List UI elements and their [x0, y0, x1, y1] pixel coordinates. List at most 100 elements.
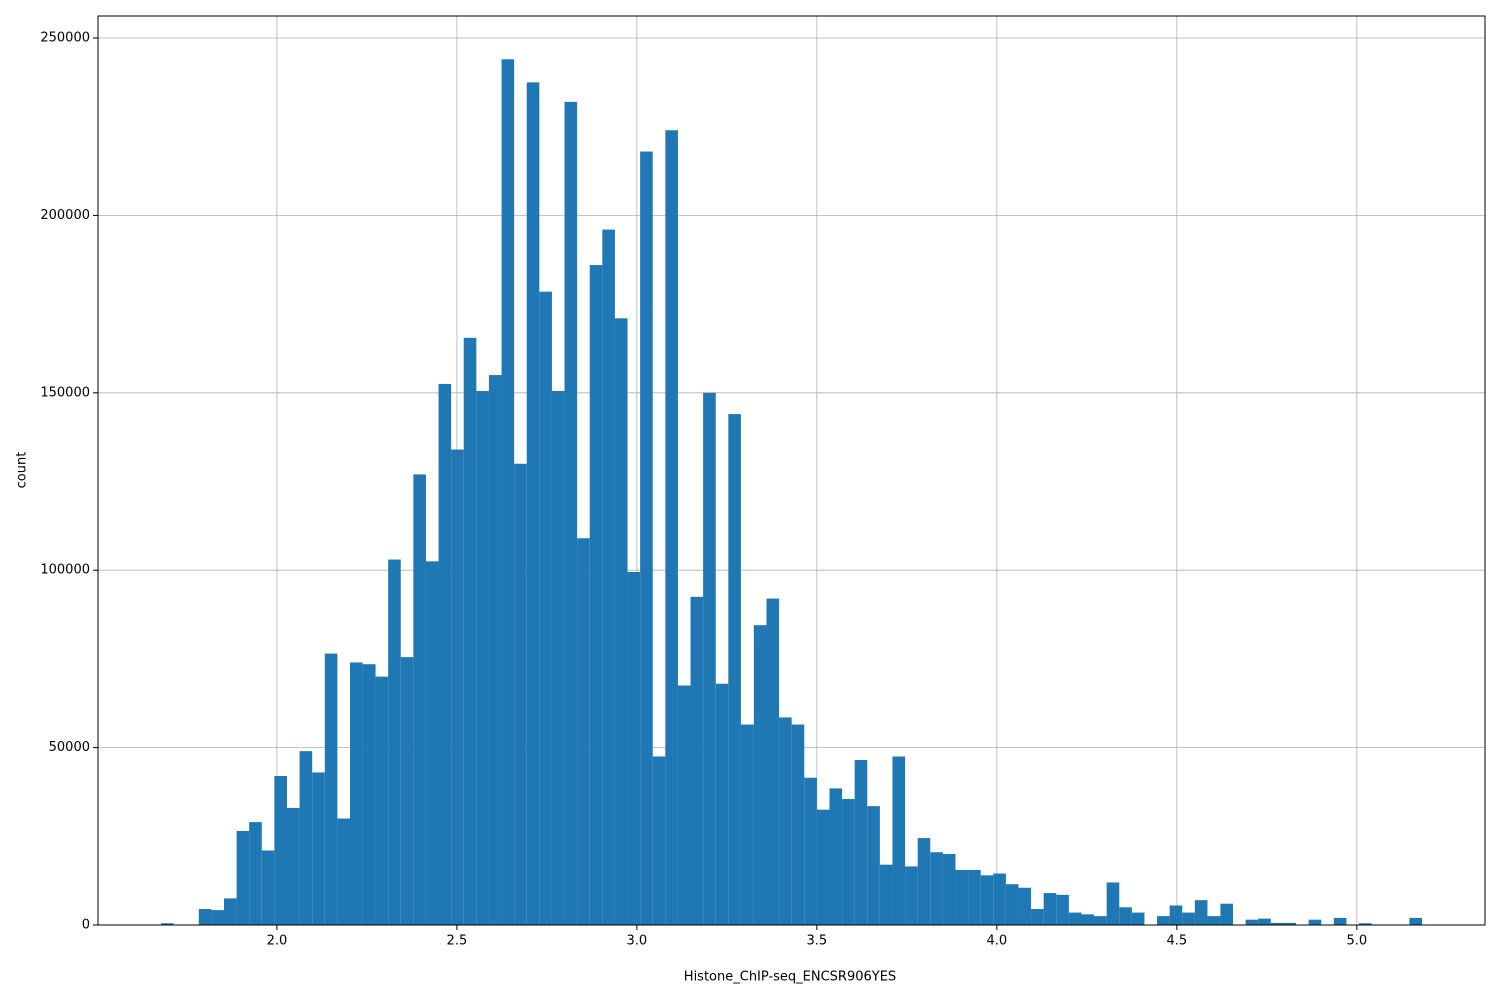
bar [324, 653, 338, 925]
bar [917, 838, 931, 925]
y-axis-label: count [15, 452, 30, 489]
bar [728, 414, 741, 925]
bar [1119, 907, 1132, 925]
bar [614, 318, 628, 925]
bar [488, 375, 502, 925]
bar [160, 923, 174, 925]
bar [425, 561, 439, 925]
bar [514, 463, 527, 925]
bar [526, 82, 540, 925]
bar [677, 685, 691, 925]
bar [1258, 918, 1271, 925]
bar [1270, 922, 1284, 925]
bar [892, 756, 906, 925]
bar [413, 474, 426, 925]
bar [766, 598, 780, 925]
bar [1182, 912, 1195, 925]
y-tick-label: 150000 [40, 385, 90, 400]
plot-frame [97, 15, 1486, 926]
x-tick-label: 3.0 [627, 934, 648, 949]
bar [539, 291, 552, 926]
bar [867, 806, 880, 925]
bar [816, 809, 830, 925]
bar [665, 130, 678, 925]
bar [1031, 909, 1044, 925]
bar [842, 799, 855, 925]
bar [955, 870, 969, 925]
bar [1333, 917, 1347, 925]
bar [980, 875, 994, 925]
bar [564, 101, 578, 926]
bar [968, 870, 981, 925]
bar [1207, 916, 1221, 925]
bar [829, 788, 843, 925]
bar [905, 866, 918, 925]
bar [602, 229, 615, 926]
bar [854, 760, 868, 925]
bar [715, 683, 729, 925]
bar [703, 392, 716, 925]
bar [791, 724, 805, 925]
bar [1081, 914, 1095, 925]
bar [879, 864, 893, 925]
bar [400, 657, 414, 925]
bar [451, 449, 464, 925]
bar [1220, 903, 1234, 925]
bar [1308, 919, 1322, 925]
bar [804, 777, 817, 925]
bar [1169, 905, 1183, 925]
bar [1056, 894, 1069, 925]
x-tick-label: 3.5 [807, 934, 828, 949]
bar [261, 850, 275, 925]
bar [1245, 919, 1259, 925]
bar [1043, 893, 1057, 925]
bar [930, 852, 943, 925]
x-tick-label: 4.0 [987, 934, 1008, 949]
bar [211, 910, 224, 925]
bar [501, 59, 515, 926]
bar [1194, 900, 1208, 925]
bar [1131, 912, 1145, 925]
y-tick-label: 200000 [40, 208, 90, 223]
bar [1359, 923, 1372, 925]
y-tick-label: 0 [82, 918, 90, 933]
bar [1283, 922, 1297, 925]
bar [577, 538, 590, 925]
bar [753, 625, 767, 925]
bar [375, 676, 389, 925]
bar [690, 596, 704, 925]
x-tick-label: 2.5 [447, 934, 468, 949]
y-tick-label: 250000 [40, 30, 90, 45]
x-tick-label: 2.0 [267, 934, 288, 949]
bar [640, 151, 653, 926]
bar [223, 898, 237, 925]
bar [1106, 882, 1120, 925]
x-tick-label: 4.5 [1167, 934, 1188, 949]
bar [274, 775, 287, 925]
bar [236, 830, 250, 925]
bar [779, 717, 792, 925]
bar [299, 751, 313, 925]
bar [337, 818, 350, 925]
bar [740, 724, 754, 925]
bar [438, 383, 452, 925]
bars [160, 59, 1423, 926]
x-axis-label: Histone_ChIP-seq_ENCSR906YES [684, 970, 896, 985]
bar [1068, 912, 1082, 925]
bar [993, 873, 1006, 925]
bar [942, 854, 956, 925]
bar [249, 822, 262, 925]
bar [198, 909, 212, 925]
bar [1005, 884, 1019, 925]
bar [312, 772, 325, 925]
bar [551, 391, 565, 925]
bar [1018, 887, 1032, 925]
bar [388, 559, 401, 925]
bar [349, 662, 363, 925]
bar [476, 391, 489, 925]
bar [362, 664, 376, 925]
bar [286, 807, 300, 925]
bar [1157, 916, 1170, 925]
y-tick-label: 50000 [49, 740, 90, 755]
